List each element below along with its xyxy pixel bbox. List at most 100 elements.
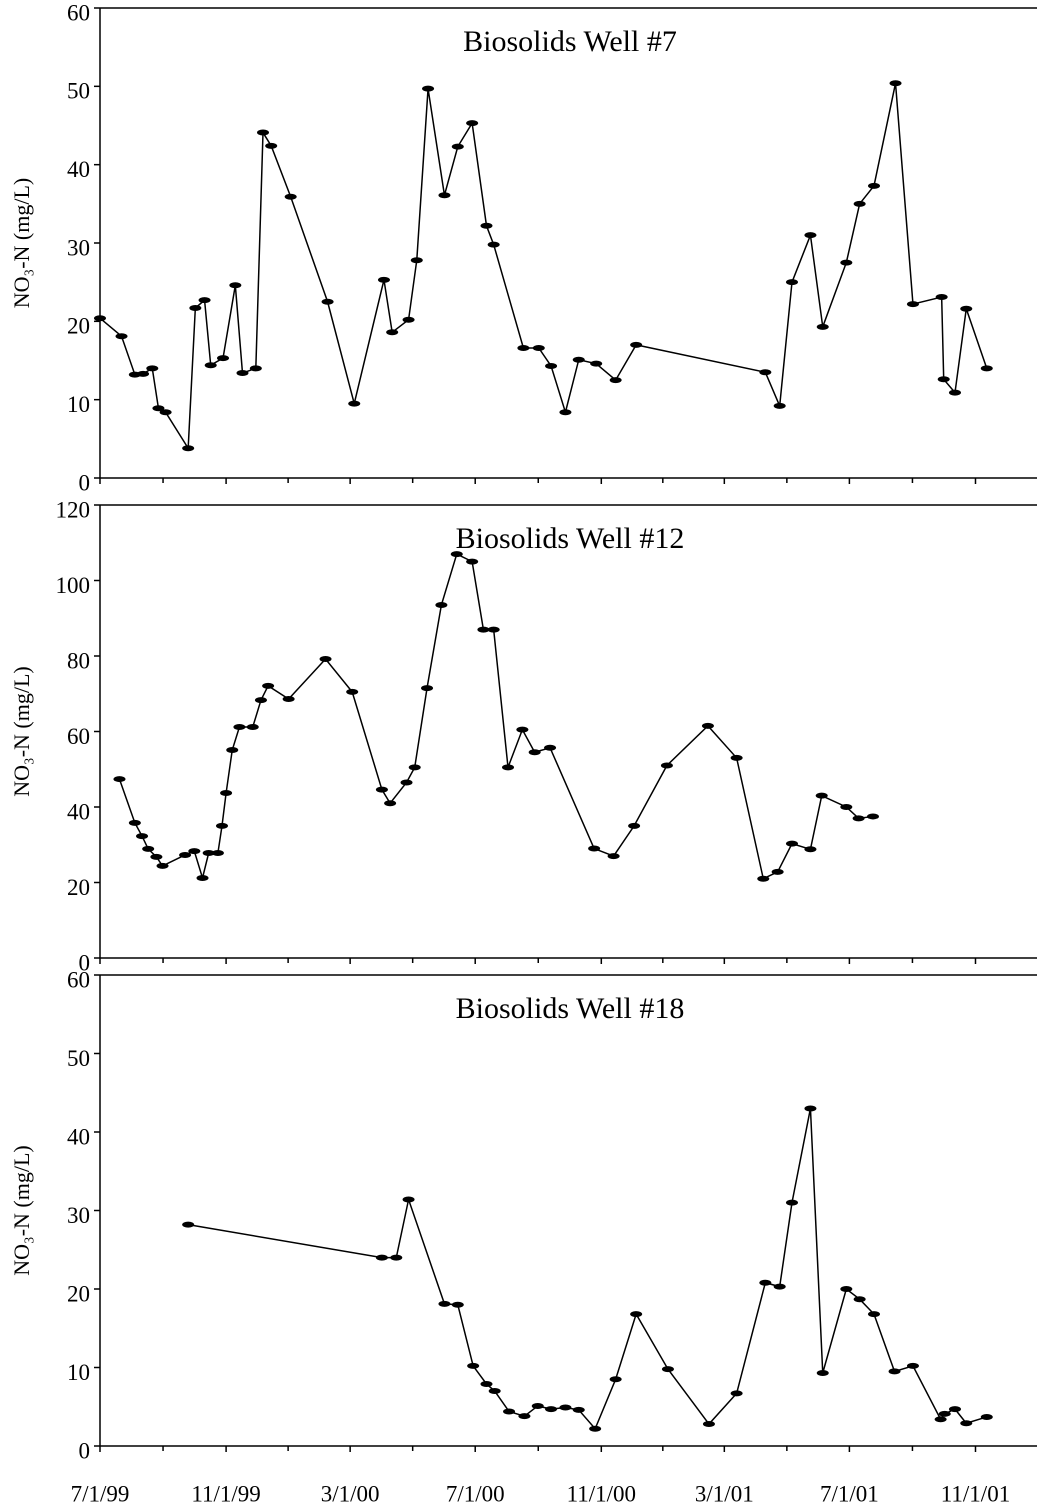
data-point	[773, 402, 786, 409]
data-point	[559, 409, 572, 416]
data-point	[628, 822, 641, 829]
data-point	[466, 558, 479, 565]
data-point	[785, 1199, 798, 1206]
data-point	[198, 297, 211, 304]
y-tick-label: 10	[67, 1360, 90, 1385]
data-point	[935, 294, 948, 301]
data-point	[528, 749, 541, 756]
data-point	[840, 1286, 853, 1292]
data-point	[785, 279, 798, 286]
data-point	[451, 143, 464, 150]
data-point	[246, 723, 259, 730]
data-point	[759, 1279, 772, 1286]
data-point	[804, 232, 817, 239]
data-point	[282, 696, 295, 703]
data-point	[211, 850, 224, 857]
data-point	[661, 1366, 674, 1373]
data-point	[487, 626, 500, 633]
data-point	[142, 845, 155, 852]
data-point	[220, 790, 233, 797]
y-tick-label: 40	[67, 799, 90, 824]
data-point	[906, 1362, 919, 1369]
y-axis-label: NO₃-N (mg/L)	[9, 1145, 34, 1275]
data-point	[215, 822, 228, 829]
data-point	[477, 626, 490, 633]
data-point	[137, 370, 150, 377]
data-point	[630, 1311, 643, 1318]
data-point	[934, 1416, 947, 1423]
data-point	[386, 329, 399, 336]
data-point	[938, 1410, 951, 1417]
y-tick-label: 30	[67, 1203, 90, 1228]
data-point	[589, 1425, 602, 1432]
data-point	[450, 551, 463, 558]
x-tick-label: 7/1/00	[446, 1481, 505, 1506]
panel-title: Biosolids Well #18	[456, 992, 685, 1025]
data-point	[948, 389, 961, 396]
x-tick-label: 3/1/00	[321, 1481, 380, 1506]
data-point	[559, 1404, 572, 1411]
y-tick-label: 30	[67, 235, 90, 260]
data-point	[217, 355, 230, 362]
data-point	[319, 656, 332, 663]
y-tick-label: 40	[67, 157, 90, 182]
data-point	[544, 744, 557, 751]
data-point	[204, 362, 217, 369]
x-tick-label: 11/1/99	[191, 1481, 260, 1506]
x-tick-label: 7/1/01	[820, 1481, 879, 1506]
data-point	[146, 365, 159, 372]
data-point	[438, 1300, 451, 1307]
y-tick-label: 20	[67, 1281, 90, 1306]
data-point	[115, 333, 128, 340]
data-point	[660, 762, 673, 769]
data-point	[980, 365, 993, 372]
data-point	[852, 815, 865, 822]
panel-title: Biosolids Well #12	[456, 522, 685, 555]
data-point	[377, 276, 390, 283]
data-point	[236, 370, 249, 377]
data-point	[572, 1406, 585, 1413]
y-tick-label: 60	[67, 724, 90, 749]
data-point	[466, 120, 479, 127]
data-point	[189, 305, 202, 312]
data-point	[284, 193, 297, 200]
data-point	[804, 846, 817, 853]
data-point	[152, 405, 165, 412]
data-point	[730, 1390, 743, 1397]
data-point	[757, 875, 770, 882]
data-point	[804, 1105, 817, 1112]
data-point	[480, 1380, 493, 1387]
data-point	[866, 813, 879, 820]
data-point	[888, 1368, 901, 1375]
data-point	[532, 344, 545, 351]
y-tick-label: 10	[67, 392, 90, 417]
data-point	[980, 1413, 993, 1420]
data-point	[867, 182, 880, 189]
x-tick-label: 11/1/01	[941, 1481, 1010, 1506]
data-point	[609, 377, 622, 384]
y-tick-label: 0	[79, 1438, 91, 1463]
data-point	[607, 853, 620, 860]
data-point	[229, 282, 242, 289]
data-point	[531, 1402, 544, 1409]
data-point	[346, 688, 359, 695]
data-point	[517, 344, 530, 351]
y-tick-label: 40	[67, 1124, 90, 1149]
data-point	[265, 142, 278, 149]
x-tick-label: 3/1/01	[695, 1481, 754, 1506]
data-point	[226, 746, 239, 753]
data-point	[384, 800, 397, 807]
data-point	[701, 722, 714, 729]
data-point	[136, 833, 149, 840]
data-point	[375, 1254, 388, 1261]
data-point	[503, 1408, 516, 1415]
data-point	[196, 874, 209, 881]
y-tick-label: 60	[67, 967, 90, 992]
data-point	[467, 1362, 480, 1369]
data-point	[375, 786, 388, 793]
data-point	[572, 356, 585, 363]
data-point	[948, 1406, 961, 1413]
data-point	[348, 400, 361, 407]
y-tick-label: 20	[67, 875, 90, 900]
